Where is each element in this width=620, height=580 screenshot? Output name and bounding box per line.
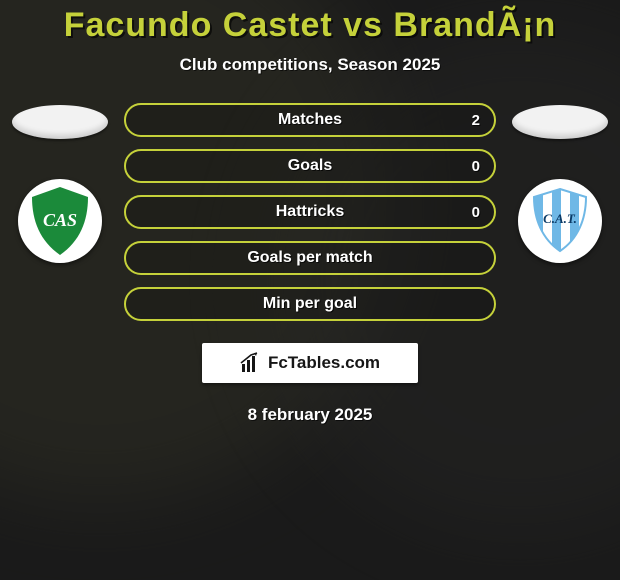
stat-value-right: 0 <box>472 204 480 221</box>
footer-date: 8 february 2025 <box>0 405 620 425</box>
svg-text:CAS: CAS <box>43 210 77 230</box>
left-club-badge: CAS <box>18 179 102 263</box>
stat-value-right: 2 <box>472 112 480 129</box>
page-subtitle: Club competitions, Season 2025 <box>0 55 620 75</box>
left-side: CAS <box>6 103 114 263</box>
right-side: C.A.T. <box>506 103 614 263</box>
stat-row: Goals 0 <box>124 149 496 183</box>
shield-icon: CAS <box>18 179 102 263</box>
main-row: CAS Matches 2 Goals 0 Hattricks 0 Goals per ma… <box>0 103 620 321</box>
stat-row: Min per goal <box>124 287 496 321</box>
right-player-avatar <box>512 105 608 139</box>
stat-label: Hattricks <box>276 203 344 221</box>
stat-label: Goals <box>288 157 332 175</box>
stat-row: Matches 2 <box>124 103 496 137</box>
stat-row: Hattricks 0 <box>124 195 496 229</box>
shield-icon: C.A.T. <box>518 179 602 263</box>
stat-label: Min per goal <box>263 295 357 313</box>
stat-label: Goals per match <box>247 249 372 267</box>
chart-icon <box>240 352 262 374</box>
brand-text: FcTables.com <box>268 353 380 373</box>
left-player-avatar <box>12 105 108 139</box>
content: Facundo Castet vs BrandÃ¡n Club competit… <box>0 0 620 425</box>
svg-text:C.A.T.: C.A.T. <box>543 211 577 226</box>
stats-column: Matches 2 Goals 0 Hattricks 0 Goals per match M… <box>114 103 506 321</box>
brand-logo: FcTables.com <box>202 343 418 383</box>
stat-value-right: 0 <box>472 158 480 175</box>
stat-label: Matches <box>278 111 342 129</box>
right-club-badge: C.A.T. <box>518 179 602 263</box>
page-title: Facundo Castet vs BrandÃ¡n <box>0 0 620 45</box>
stat-row: Goals per match <box>124 241 496 275</box>
